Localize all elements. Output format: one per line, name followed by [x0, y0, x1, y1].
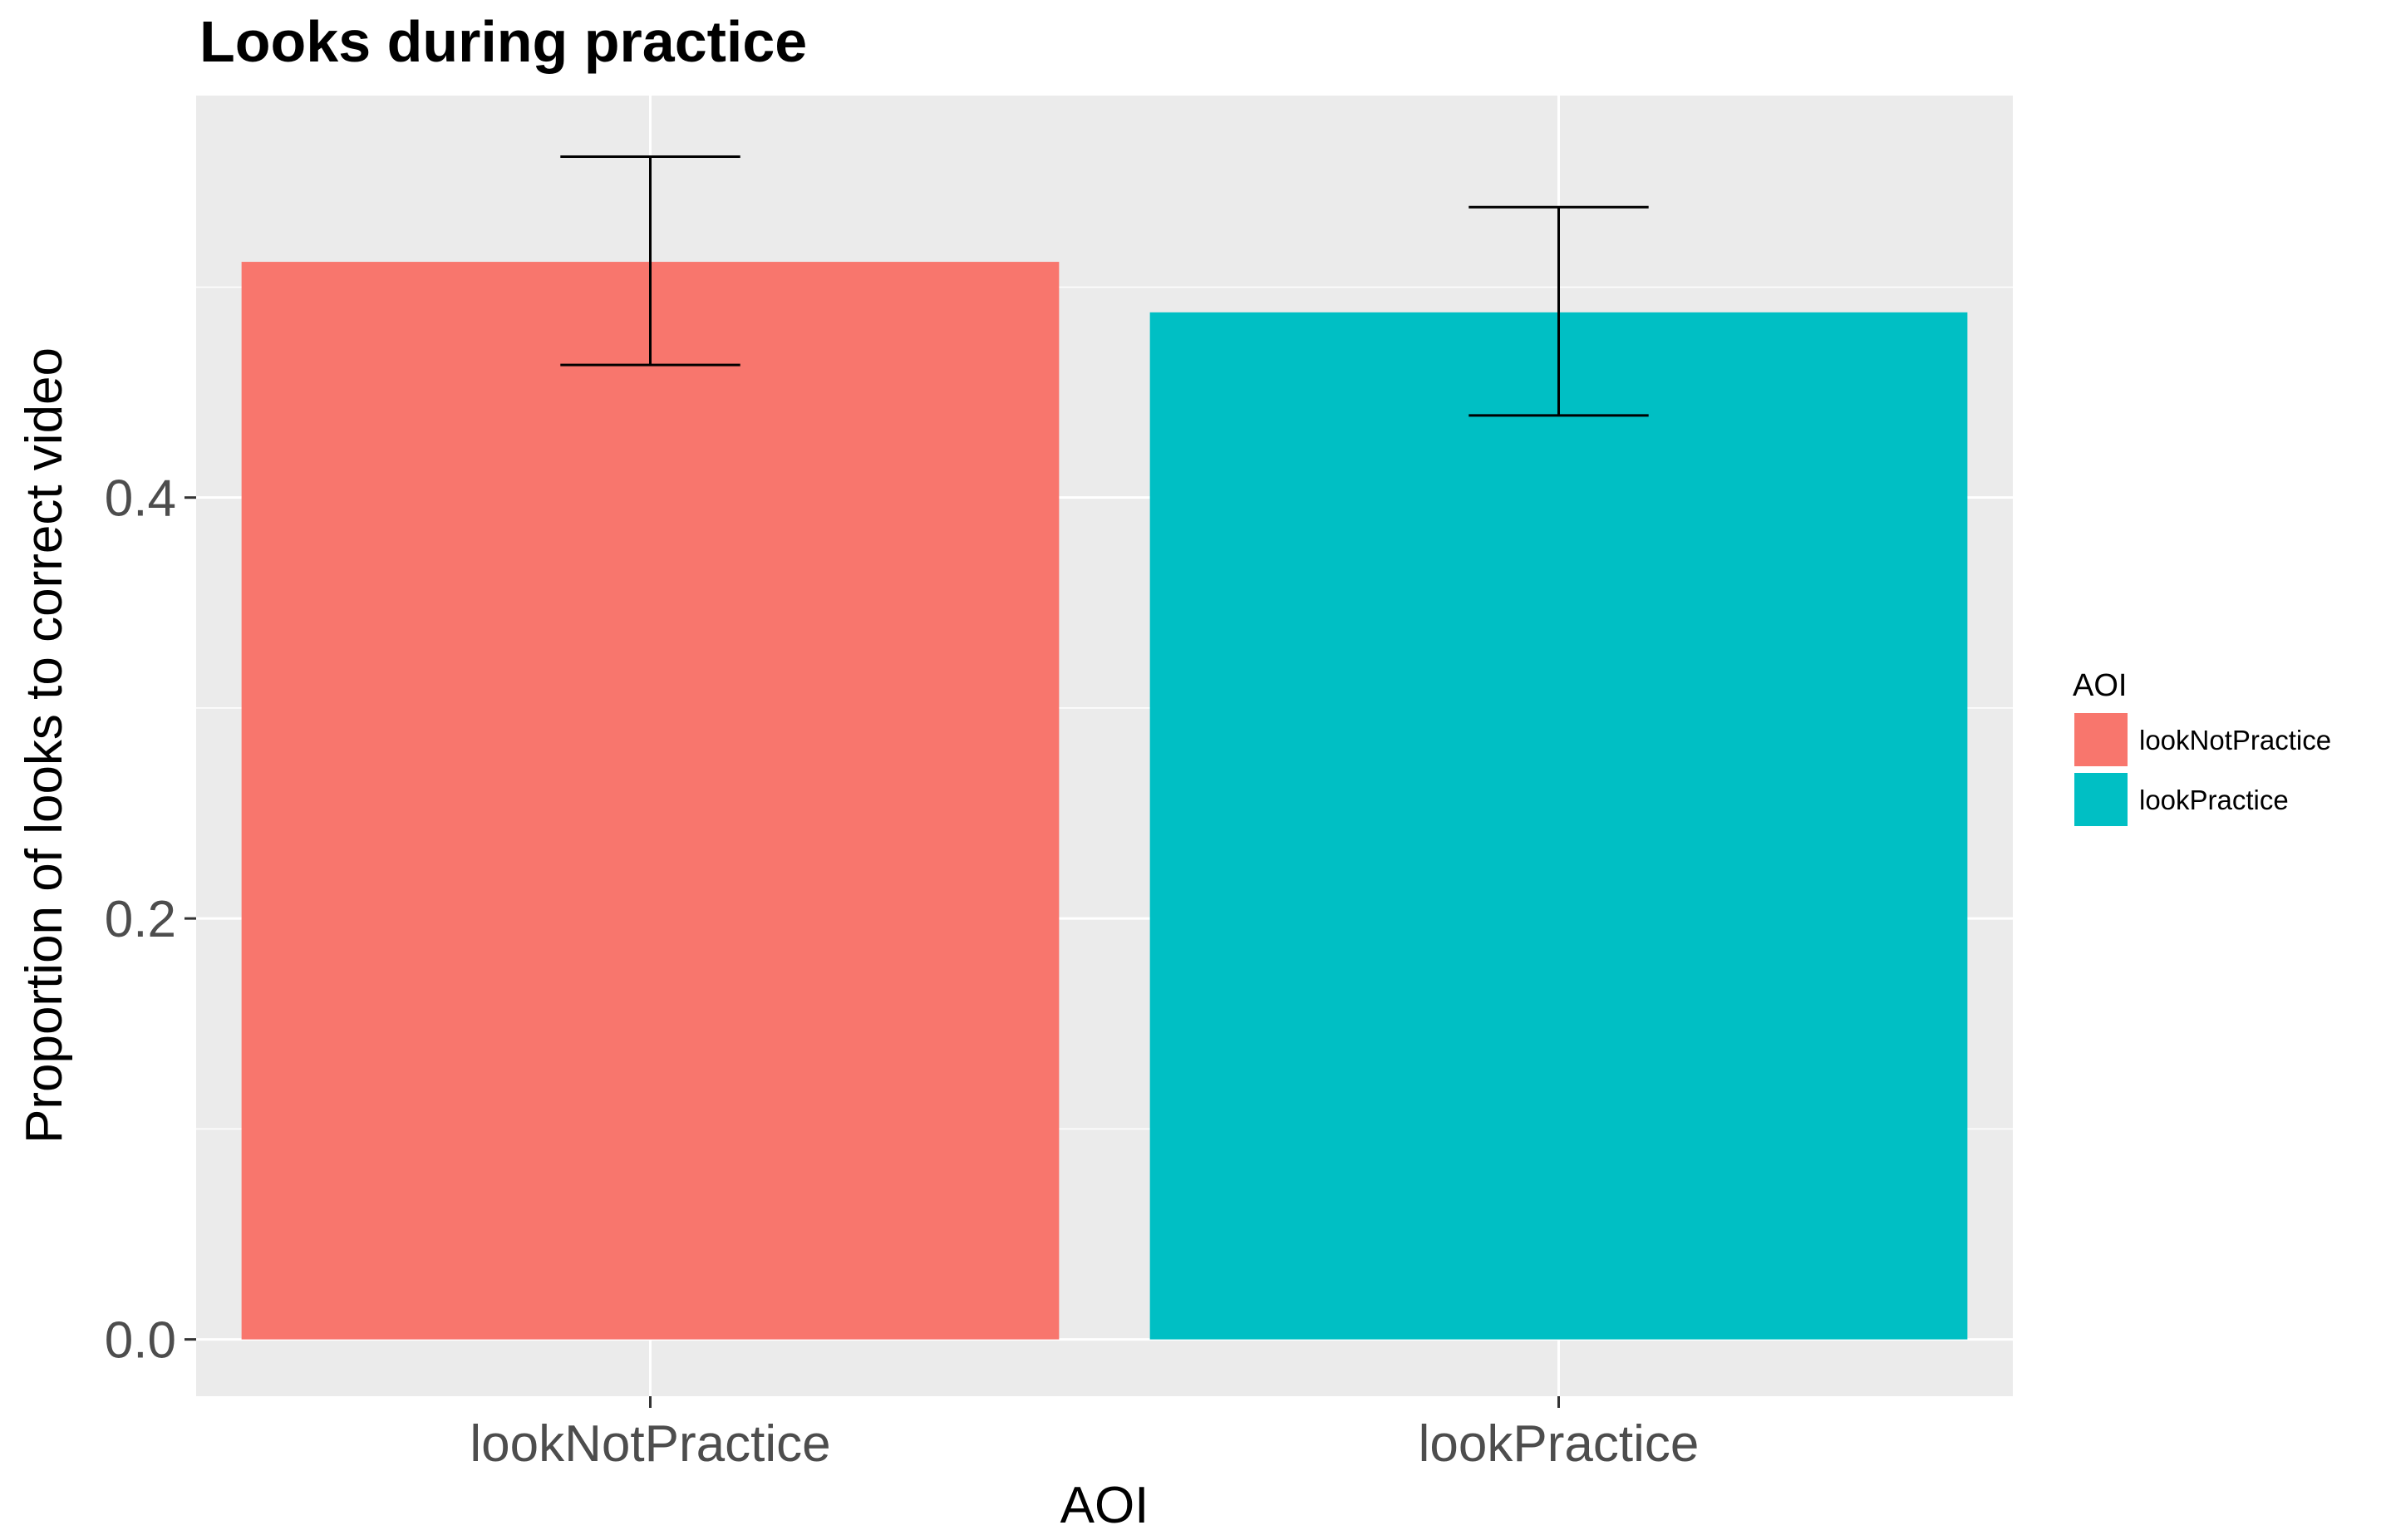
legend-key: [2074, 713, 2128, 766]
x-axis-title: AOI: [1060, 1477, 1149, 1534]
y-axis: 0.0 0.2 0.4: [105, 470, 196, 1370]
bar-lookNotPractice: [241, 262, 1060, 1340]
y-tick-label: 0.4: [105, 470, 176, 528]
y-tick-label: 0.2: [105, 891, 176, 948]
bars: [241, 262, 1968, 1340]
x-tick-label: lookNotPractice: [470, 1415, 830, 1473]
legend-title: AOI: [2073, 668, 2127, 703]
legend-item: lookPractice: [2074, 773, 2289, 826]
x-axis: lookNotPractice lookPractice: [470, 1396, 1699, 1473]
error-bars: [560, 155, 1649, 417]
bar-lookPractice: [1149, 312, 1968, 1340]
errorbar-lookNotPractice: [560, 155, 740, 367]
legend-items: lookNotPractice lookPractice: [2074, 713, 2331, 826]
legend-label: lookPractice: [2139, 785, 2289, 815]
chart-title: Looks during practice: [199, 9, 807, 74]
legend-item: lookNotPractice: [2074, 713, 2331, 766]
y-tick-label: 0.0: [105, 1312, 176, 1370]
y-axis-title: Proportion of looks to correct video: [16, 347, 73, 1144]
errorbar-lookPractice: [1468, 205, 1649, 417]
legend: AOI lookNotPractice lookPractice: [2073, 668, 2331, 826]
legend-label: lookNotPractice: [2139, 725, 2331, 755]
legend-key: [2074, 773, 2128, 826]
x-tick-label: lookPractice: [1419, 1415, 1700, 1473]
